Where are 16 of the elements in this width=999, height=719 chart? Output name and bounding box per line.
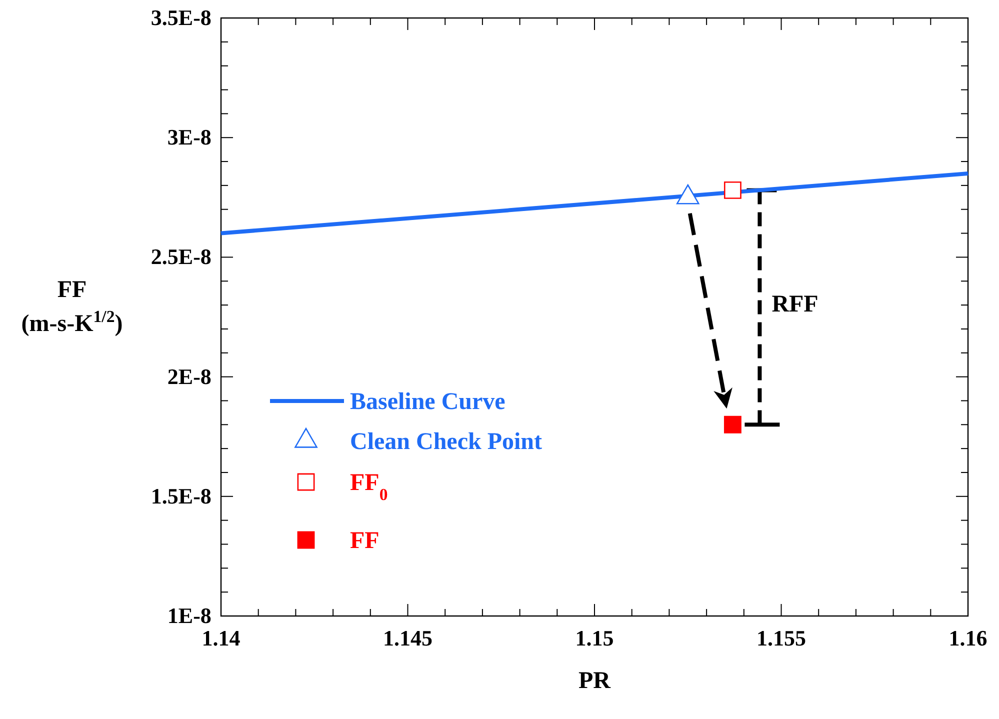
x-tick-label: 1.16 — [948, 625, 988, 650]
legend-label: Baseline Curve — [350, 389, 506, 415]
x-tick-label: 1.155 — [756, 625, 806, 650]
y-tick-label: 2E-8 — [167, 364, 212, 389]
x-tick-label: 1.145 — [383, 625, 432, 650]
y-tick-label: 3.5E-8 — [150, 5, 212, 30]
y-tick-label: 3E-8 — [167, 124, 212, 150]
y-tick-label: 2.5E-8 — [150, 244, 212, 270]
y-tick-label: 1.5E-8 — [150, 483, 212, 508]
legend-label: FF — [350, 528, 380, 554]
x-axis-title: PR — [578, 668, 612, 694]
annotation: RFF — [772, 291, 818, 318]
legend-label: Clean Check Point — [350, 429, 542, 455]
x-tick-label: 1.15 — [575, 625, 614, 650]
y-axis-title: FF (m-s-K$^{1/2}$) — [21, 277, 123, 337]
legend-label: FF$_{0}$ — [350, 470, 388, 504]
